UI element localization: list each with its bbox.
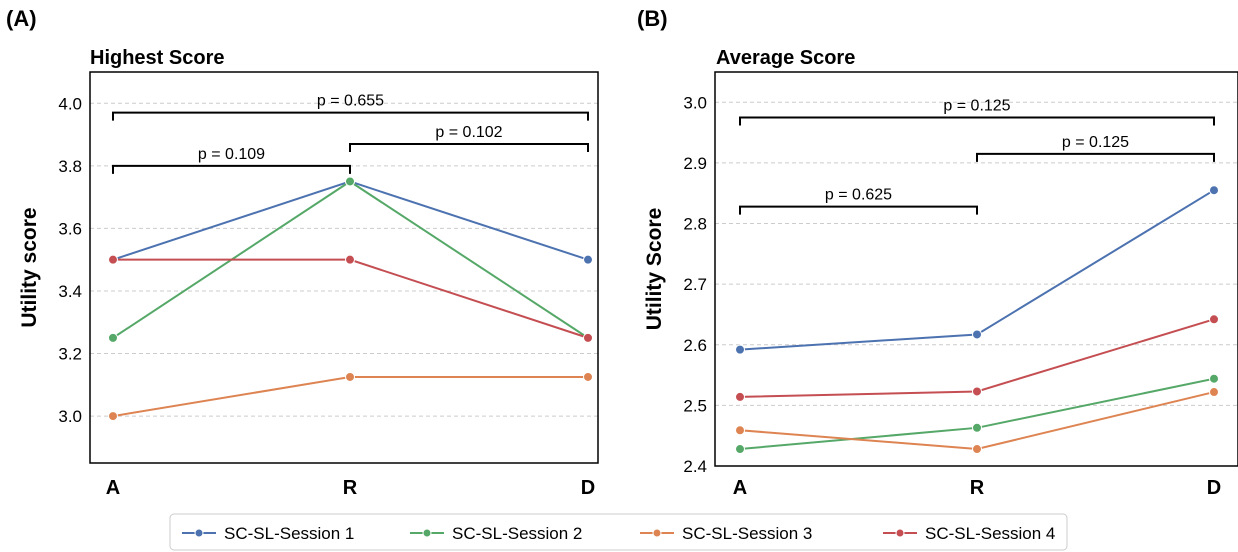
significance-bracket (349, 142, 589, 152)
x-tick-label: R (970, 477, 985, 499)
y-tick-label: 3.4 (58, 282, 82, 301)
significance-bracket (739, 205, 978, 215)
p-value-label: p = 0.109 (198, 146, 265, 163)
y-tick-label: 3.6 (58, 219, 82, 238)
series-line (112, 180, 589, 261)
y-axis-label: Utility score (18, 207, 41, 327)
p-value-label: p = 0.655 (317, 93, 384, 110)
legend-swatch-marker (194, 528, 204, 538)
legend: SC-SL-Session 1 SC-SL-Session 2 SC-SL-Sess… (169, 513, 1068, 551)
significance-bracket (976, 152, 1215, 162)
p-value-label: p = 0.125 (1062, 134, 1129, 151)
data-point (345, 371, 355, 382)
y-axis-label: Utility Score (643, 208, 666, 331)
data-point (1209, 185, 1219, 196)
data-point (108, 332, 118, 343)
data-point (1209, 314, 1219, 325)
y-tick-label: 2.4 (683, 457, 707, 476)
data-point (735, 344, 745, 355)
y-tick-label: 2.5 (683, 396, 707, 415)
panel-tag: (B) (637, 6, 668, 31)
data-point (972, 329, 982, 340)
data-point (583, 371, 593, 382)
legend-label: SC-SL-Session 3 (682, 524, 812, 543)
legend-label: SC-SL-Session 2 (452, 524, 582, 543)
x-tick-label: D (1207, 477, 1221, 499)
chart-title: Highest Score (90, 47, 224, 69)
data-point (1209, 373, 1219, 384)
significance-bracket (112, 164, 351, 174)
data-point (972, 444, 982, 455)
data-point (108, 411, 118, 422)
legend-swatch-marker (652, 528, 662, 538)
data-point (108, 254, 118, 265)
data-point (972, 422, 982, 433)
y-tick-label: 3.0 (58, 407, 82, 426)
legend-label: SC-SL-Session 1 (224, 524, 354, 543)
legend-swatch-marker (422, 528, 432, 538)
y-tick-label: 3.8 (58, 157, 82, 176)
legend-box (169, 513, 1068, 551)
plot-frame (89, 71, 599, 464)
data-point (583, 254, 593, 265)
series-line (112, 375, 588, 418)
x-tick-label: A (733, 477, 747, 499)
y-tick-label: 2.9 (683, 154, 707, 173)
chart-title: Average Score (716, 47, 855, 69)
legend-label: SC-SL-Session 4 (925, 524, 1055, 543)
panel-b: 2.4 2.5 2.6 2.7 2.8 2.9 3.0 (B) Average Score Uti… (637, 6, 1238, 499)
y-tick-label: 2.7 (683, 275, 707, 294)
p-value-label: p = 0.102 (435, 124, 502, 141)
series-line (739, 391, 1215, 451)
panel-tag: (A) (6, 6, 37, 31)
data-point (735, 391, 745, 402)
x-tick-label: R (343, 477, 358, 499)
plot-frame (714, 71, 1238, 467)
y-tick-label: 3.0 (683, 93, 707, 112)
p-value-label: p = 0.125 (943, 97, 1010, 114)
significance-bracket (739, 116, 1215, 126)
panel-a: 3.0 3.2 3.4 3.6 3.8 4.0 (A) Highest Score Utilit… (6, 6, 599, 499)
data-point (735, 425, 745, 436)
data-point (972, 386, 982, 397)
y-tick-label: 2.6 (683, 336, 707, 355)
data-point (345, 176, 355, 187)
data-point (583, 332, 593, 343)
legend-swatch-marker (895, 528, 905, 538)
x-tick-label: A (106, 477, 120, 499)
y-tick-label: 2.8 (683, 215, 707, 234)
y-tick-label: 4.0 (58, 94, 82, 113)
data-point (345, 254, 355, 265)
significance-bracket (112, 111, 589, 121)
y-tick-label: 3.2 (58, 345, 82, 364)
data-point (1209, 387, 1219, 398)
series-line (113, 258, 589, 339)
x-tick-label: D (581, 477, 595, 499)
data-point (735, 444, 745, 455)
p-value-label: p = 0.625 (825, 187, 892, 204)
